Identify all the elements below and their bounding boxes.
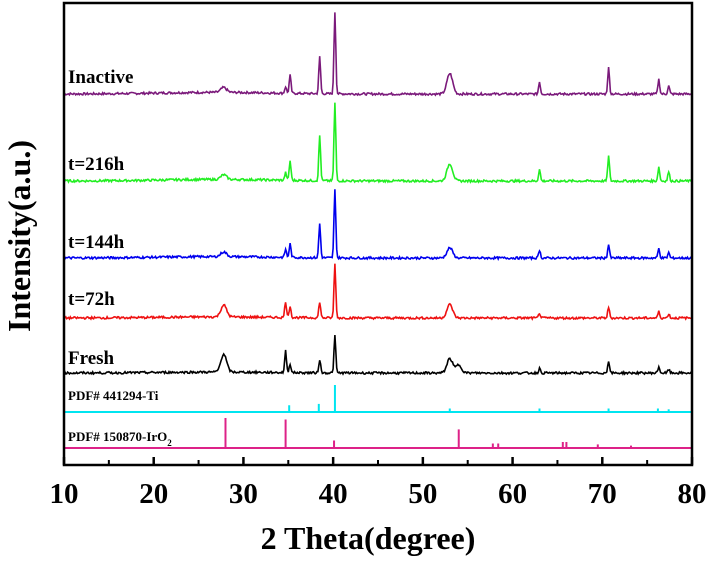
series-traces bbox=[63, 12, 693, 376]
reference-label: PDF# 441294-Ti bbox=[68, 388, 159, 403]
x-axis-ticks: 10 20 30 40 50 60 70 80 bbox=[50, 457, 707, 510]
series-labels: Inactive t=216h t=144h t=72h Fresh PDF# 44129… bbox=[68, 67, 172, 448]
reference-label: PDF# 150870-IrO2 bbox=[68, 429, 172, 448]
x-tick-label: 50 bbox=[408, 478, 437, 510]
series-line-t-144h bbox=[63, 189, 693, 261]
x-tick-label: 40 bbox=[319, 478, 348, 510]
x-tick-label: 20 bbox=[139, 478, 168, 510]
x-tick-label: 60 bbox=[498, 478, 527, 510]
x-tick-label: 70 bbox=[588, 478, 617, 510]
series-label: t=72h bbox=[68, 289, 115, 310]
series-line-t-72h bbox=[63, 263, 693, 321]
reference-patterns bbox=[64, 385, 692, 449]
series-line-inactive bbox=[63, 12, 693, 97]
x-tick-label: 30 bbox=[229, 478, 258, 510]
y-axis-title: Intensity(a.u.) bbox=[1, 140, 37, 332]
series-label: Fresh bbox=[68, 348, 115, 369]
series-label: t=216h bbox=[68, 154, 125, 175]
series-label: t=144h bbox=[68, 232, 125, 253]
series-line-t-216h bbox=[63, 102, 693, 184]
series-line-fresh bbox=[63, 334, 693, 376]
x-axis-title: 2 Theta(degree) bbox=[261, 520, 476, 556]
x-tick-label: 80 bbox=[678, 478, 707, 510]
x-tick-label: 10 bbox=[50, 478, 79, 510]
series-label: Inactive bbox=[68, 67, 133, 88]
